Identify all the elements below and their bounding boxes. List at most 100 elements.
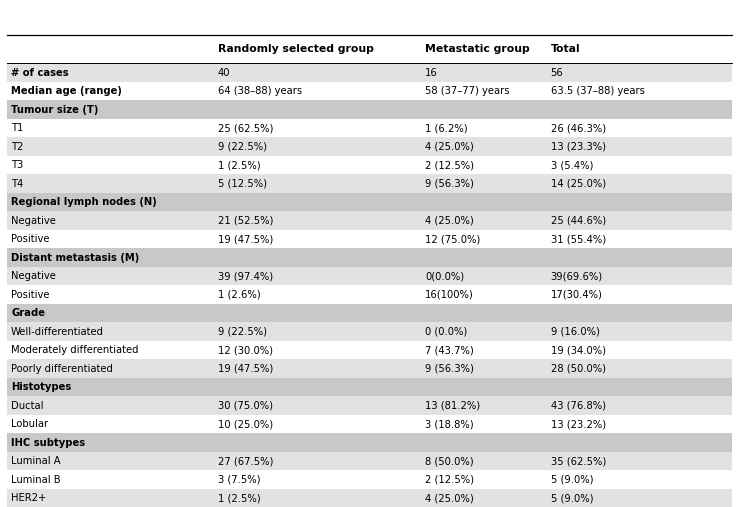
Text: 10 (25.0%): 10 (25.0%)	[218, 419, 273, 429]
Bar	[7, 63, 732, 82]
Text: T2: T2	[11, 141, 24, 152]
Text: 12 (30.0%): 12 (30.0%)	[218, 345, 273, 355]
Text: 21 (52.5%): 21 (52.5%)	[218, 215, 273, 226]
Text: T1: T1	[11, 123, 24, 133]
Bar	[7, 322, 732, 341]
Text: 0(0.0%): 0(0.0%)	[425, 271, 464, 281]
Text: 26 (46.3%): 26 (46.3%)	[551, 123, 606, 133]
Text: 19 (34.0%): 19 (34.0%)	[551, 345, 605, 355]
Text: 19 (47.5%): 19 (47.5%)	[218, 364, 273, 374]
Text: 12 (75.0%): 12 (75.0%)	[425, 234, 480, 244]
Text: Metastatic group: Metastatic group	[425, 45, 530, 54]
Bar	[7, 211, 732, 230]
Text: 4 (25.0%): 4 (25.0%)	[425, 215, 474, 226]
Text: 2 (12.5%): 2 (12.5%)	[425, 475, 474, 485]
Text: IHC subtypes: IHC subtypes	[11, 438, 85, 448]
Bar	[7, 470, 732, 489]
Text: 5 (9.0%): 5 (9.0%)	[551, 475, 593, 485]
Text: 2 (12.5%): 2 (12.5%)	[425, 160, 474, 170]
Bar	[7, 156, 732, 174]
Bar	[7, 396, 732, 415]
Text: 1 (2.6%): 1 (2.6%)	[218, 289, 261, 300]
Bar	[7, 415, 732, 433]
Text: Median age (range): Median age (range)	[11, 86, 122, 96]
Text: T4: T4	[11, 178, 24, 189]
Text: 13 (23.3%): 13 (23.3%)	[551, 141, 605, 152]
Text: Luminal A: Luminal A	[11, 456, 61, 466]
Bar	[7, 100, 732, 119]
Text: Grade: Grade	[11, 308, 45, 318]
Text: 1 (2.5%): 1 (2.5%)	[218, 493, 261, 503]
Bar	[7, 341, 732, 359]
Text: 3 (18.8%): 3 (18.8%)	[425, 419, 474, 429]
Text: 4 (25.0%): 4 (25.0%)	[425, 141, 474, 152]
Bar	[7, 452, 732, 470]
Text: 63.5 (37–88) years: 63.5 (37–88) years	[551, 86, 644, 96]
Text: 39(69.6%): 39(69.6%)	[551, 271, 603, 281]
Text: 9 (56.3%): 9 (56.3%)	[425, 178, 474, 189]
Bar	[7, 285, 732, 304]
Text: Regional lymph nodes (N): Regional lymph nodes (N)	[11, 197, 157, 207]
Text: 58 (37–77) years: 58 (37–77) years	[425, 86, 509, 96]
Text: 7 (43.7%): 7 (43.7%)	[425, 345, 474, 355]
Text: 1 (2.5%): 1 (2.5%)	[218, 160, 261, 170]
Text: Luminal B: Luminal B	[11, 475, 61, 485]
Bar	[7, 230, 732, 248]
Text: 5 (12.5%): 5 (12.5%)	[218, 178, 267, 189]
Text: Tumour size (T): Tumour size (T)	[11, 104, 98, 115]
Text: Lobular: Lobular	[11, 419, 48, 429]
Text: 13 (81.2%): 13 (81.2%)	[425, 401, 480, 411]
Text: 3 (7.5%): 3 (7.5%)	[218, 475, 261, 485]
Text: 0 (0.0%): 0 (0.0%)	[425, 327, 467, 337]
Bar	[7, 35, 732, 63]
Text: Negative: Negative	[11, 215, 56, 226]
Text: Positive: Positive	[11, 234, 50, 244]
Text: 25 (62.5%): 25 (62.5%)	[218, 123, 273, 133]
Text: Moderately differentiated: Moderately differentiated	[11, 345, 139, 355]
Text: 28 (50.0%): 28 (50.0%)	[551, 364, 605, 374]
Text: 9 (16.0%): 9 (16.0%)	[551, 327, 599, 337]
Text: 4 (25.0%): 4 (25.0%)	[425, 493, 474, 503]
Bar	[7, 378, 732, 396]
Text: 17(30.4%): 17(30.4%)	[551, 289, 602, 300]
Text: 40: 40	[218, 67, 231, 78]
Text: 8 (50.0%): 8 (50.0%)	[425, 456, 474, 466]
Text: 27 (67.5%): 27 (67.5%)	[218, 456, 273, 466]
Text: 25 (44.6%): 25 (44.6%)	[551, 215, 606, 226]
Text: 30 (75.0%): 30 (75.0%)	[218, 401, 273, 411]
Text: 1 (6.2%): 1 (6.2%)	[425, 123, 468, 133]
Text: Negative: Negative	[11, 271, 56, 281]
Text: 5 (9.0%): 5 (9.0%)	[551, 493, 593, 503]
Text: Histotypes: Histotypes	[11, 382, 72, 392]
Text: 31 (55.4%): 31 (55.4%)	[551, 234, 606, 244]
Bar	[7, 193, 732, 211]
Bar	[7, 433, 732, 452]
Text: 43 (76.8%): 43 (76.8%)	[551, 401, 605, 411]
Bar	[7, 82, 732, 100]
Bar	[7, 119, 732, 137]
Bar	[7, 267, 732, 285]
Text: Randomly selected group: Randomly selected group	[218, 45, 374, 54]
Text: 9 (22.5%): 9 (22.5%)	[218, 327, 267, 337]
Bar	[7, 137, 732, 156]
Text: 13 (23.2%): 13 (23.2%)	[551, 419, 606, 429]
Text: T3: T3	[11, 160, 24, 170]
Text: # of cases: # of cases	[11, 67, 69, 78]
Text: 3 (5.4%): 3 (5.4%)	[551, 160, 593, 170]
Text: 16: 16	[425, 67, 437, 78]
Text: 39 (97.4%): 39 (97.4%)	[218, 271, 273, 281]
Text: Positive: Positive	[11, 289, 50, 300]
Text: 14 (25.0%): 14 (25.0%)	[551, 178, 606, 189]
Text: 56: 56	[551, 67, 563, 78]
Text: Distant metastasis (M): Distant metastasis (M)	[11, 252, 140, 263]
Bar	[7, 174, 732, 193]
Text: Ductal: Ductal	[11, 401, 44, 411]
Text: 19 (47.5%): 19 (47.5%)	[218, 234, 273, 244]
Bar	[7, 248, 732, 267]
Text: 16(100%): 16(100%)	[425, 289, 474, 300]
Text: 9 (56.3%): 9 (56.3%)	[425, 364, 474, 374]
Bar	[7, 489, 732, 507]
Text: Poorly differentiated: Poorly differentiated	[11, 364, 113, 374]
Text: Total: Total	[551, 45, 580, 54]
Text: 35 (62.5%): 35 (62.5%)	[551, 456, 606, 466]
